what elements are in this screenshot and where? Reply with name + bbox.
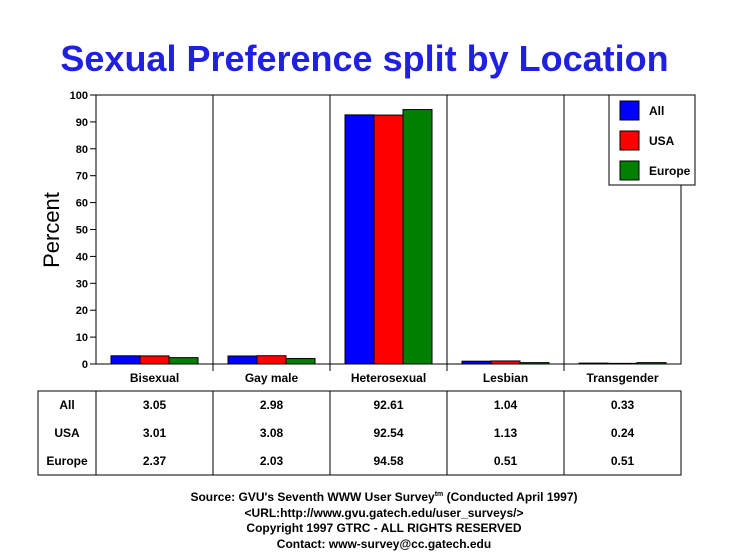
y-tick-label: 10 — [76, 332, 88, 344]
y-tick-label: 70 — [76, 171, 88, 183]
data-table-frame — [37, 390, 682, 476]
footer: Source: GVU's Seventh WWW User Surveytm … — [0, 487, 729, 552]
bar-bisexual-europe — [168, 357, 199, 365]
chart-title: Sexual Preference split by Location — [60, 38, 669, 79]
legend-swatch-usa — [619, 130, 640, 151]
legend-swatch-all — [619, 100, 640, 121]
x-tick-label: Gay male — [245, 371, 299, 385]
bar-lesbian-europe — [519, 362, 550, 365]
data-table-row-label: All — [59, 398, 74, 412]
bar-lesbian-all — [461, 360, 492, 365]
legend-label-all: All — [649, 104, 664, 118]
y-tick-label: 100 — [70, 90, 88, 102]
y-tick-label: 90 — [76, 117, 88, 129]
legend-label-europe: Europe — [649, 164, 691, 178]
bar-gay-male-all — [227, 355, 258, 365]
bar-heterosexual-europe — [402, 109, 433, 365]
legend-label-usa: USA — [649, 134, 675, 148]
y-tick-label: 60 — [76, 198, 88, 210]
y-tick-label: 0 — [82, 359, 88, 371]
data-table-cell: 94.58 — [373, 454, 403, 468]
data-table-cell: 0.24 — [611, 426, 635, 440]
data-table-cell: 2.98 — [260, 398, 284, 412]
bar-transgender-all — [578, 362, 609, 365]
y-tick-label: 40 — [76, 251, 88, 263]
bar-gay-male-europe — [285, 358, 316, 365]
data-table-cell: 3.01 — [143, 426, 167, 440]
bar-bisexual-usa — [139, 355, 170, 365]
y-tick-label: 20 — [76, 305, 88, 317]
data-table-cell: 92.61 — [373, 398, 403, 412]
bar-gay-male-usa — [256, 355, 287, 365]
data-table-cell: 3.08 — [260, 426, 284, 440]
data-table-cell: 3.05 — [143, 398, 167, 412]
footer-copyright: Copyright 1997 GTRC - ALL RIGHTS RESERVE… — [246, 521, 522, 535]
x-tick-label: Heterosexual — [351, 371, 426, 385]
bar-transgender-europe — [636, 362, 667, 365]
bar-transgender-usa — [607, 362, 638, 365]
data-table-row-label: USA — [54, 426, 80, 440]
data-table-cell: 1.04 — [494, 398, 518, 412]
data-table-cell: 2.37 — [143, 454, 167, 468]
bar-heterosexual-usa — [373, 114, 404, 365]
bar-bisexual-all — [110, 355, 141, 365]
data-table-cell: 0.51 — [494, 454, 518, 468]
data-table-cell: 1.13 — [494, 426, 518, 440]
footer-contact: Contact: www-survey@cc.gatech.edu — [276, 536, 492, 551]
data-table-row-label: Europe — [46, 454, 88, 468]
data-table-cell: 0.51 — [611, 454, 635, 468]
y-tick-label: 80 — [76, 144, 88, 156]
y-tick-label: 30 — [76, 278, 88, 290]
data-table-cell: 2.03 — [260, 454, 284, 468]
data-table-cell: 0.33 — [611, 398, 635, 412]
data-table-cell: 92.54 — [373, 426, 403, 440]
footer-source: Source: GVU's Seventh WWW User Surveytm … — [190, 490, 578, 504]
x-tick-label: Bisexual — [130, 371, 179, 385]
x-tick-label: Lesbian — [483, 371, 528, 385]
bar-heterosexual-all — [344, 114, 375, 365]
legend-swatch-europe — [619, 160, 640, 181]
footer-url: <URL:http://www.gvu.gatech.edu/user_surv… — [244, 505, 524, 520]
x-tick-label: Transgender — [586, 371, 658, 385]
bar-lesbian-usa — [490, 360, 521, 365]
y-tick-label: 50 — [76, 225, 88, 237]
